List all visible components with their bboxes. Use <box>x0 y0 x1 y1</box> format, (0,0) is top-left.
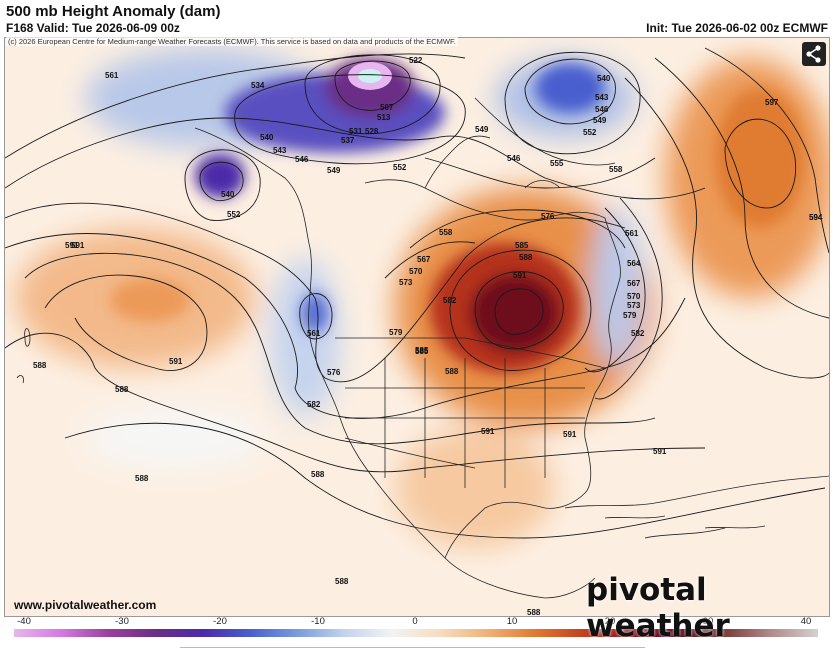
contour-label: 576 <box>541 212 555 221</box>
colorbar <box>14 629 818 637</box>
contour-labels: 561 534 522 507 513 531 528 537 540 543 … <box>33 56 823 616</box>
contour-label: 591 <box>513 271 527 280</box>
contour-label: 567 <box>627 279 641 288</box>
contour-label: 594 <box>809 213 823 222</box>
colorbar-tick: 0 <box>412 616 418 627</box>
valid-time: F168 Valid: Tue 2026-06-09 00z <box>6 21 180 35</box>
share-icon <box>806 45 821 63</box>
share-button[interactable] <box>802 42 826 66</box>
map-title: 500 mb Height Anomaly (dam) <box>6 3 221 20</box>
contour-label: 558 <box>439 228 453 237</box>
contour-label: 540 <box>597 74 611 83</box>
contour-label: 591 <box>563 430 577 439</box>
contour-label: 558 <box>609 165 623 174</box>
contour-label: 555 <box>550 159 564 168</box>
contour-label: 570 <box>627 292 641 301</box>
website-link[interactable]: www.pivotalweather.com <box>14 598 157 612</box>
contour-label: 561 <box>625 229 639 238</box>
copyright-notice: (c) 2026 European Centre for Medium-rang… <box>6 37 458 46</box>
contour-label: 543 <box>273 146 287 155</box>
contour-label: 573 <box>399 278 413 287</box>
contour-label: 588 <box>135 474 149 483</box>
contour-label: 591 <box>481 427 495 436</box>
contour-label: 549 <box>593 116 607 125</box>
contour-label: 570 <box>409 267 423 276</box>
contour-label: 582 <box>443 296 457 305</box>
contour-label: 522 <box>409 56 423 65</box>
colorbar-tick: 10 <box>506 616 518 627</box>
contour-label: 585 <box>515 241 529 250</box>
brand-logo: pivotal weather <box>586 572 730 644</box>
contour-label: 561 <box>105 71 119 80</box>
contour-label: 585 <box>415 347 429 356</box>
contour-label: 531 <box>349 127 363 136</box>
contour-label: 579 <box>623 311 637 320</box>
colorbar-tick: -40 <box>17 616 31 627</box>
contour-label: 567 <box>417 255 431 264</box>
contour-label: 537 <box>341 136 355 145</box>
contour-label: 549 <box>327 166 341 175</box>
colorbar-tick: -20 <box>213 616 227 627</box>
contour-label: 573 <box>627 301 641 310</box>
contour-label: 588 <box>311 470 325 479</box>
contour-label: 561 <box>307 329 321 338</box>
coastlines <box>194 97 829 599</box>
contour-label: 591 <box>169 357 183 366</box>
contour-label: 582 <box>307 400 321 409</box>
contour-label: 591 <box>71 241 85 250</box>
contour-label: 540 <box>221 190 235 199</box>
contour-label: 552 <box>227 210 241 219</box>
contour-label: 576 <box>327 368 341 377</box>
contour-label: 597 <box>765 98 779 107</box>
contour-label: 552 <box>393 163 407 172</box>
colorbar-tick: -10 <box>311 616 325 627</box>
contour-label: 591 <box>653 447 667 456</box>
contour-label: 528 <box>365 127 379 136</box>
contour-label: 513 <box>377 113 391 122</box>
contour-label: 582 <box>631 329 645 338</box>
contour-label: 564 <box>627 259 641 268</box>
contour-label: 579 <box>389 328 403 337</box>
contour-label: 594 <box>809 213 823 222</box>
colorbar-tick-labels: -40 -30 -20 -10 0 10 20 30 40 <box>0 616 840 628</box>
contour-label: 507 <box>380 103 394 112</box>
colorbar-tick: 20 <box>604 616 616 627</box>
anomaly-map: 561 534 522 507 513 531 528 537 540 543 … <box>5 38 829 616</box>
contour-label: 588 <box>33 361 47 370</box>
contour-label: 588 <box>335 577 349 586</box>
init-time: Init: Tue 2026-06-02 00z ECMWF <box>646 21 828 35</box>
contour-label: 543 <box>595 93 609 102</box>
colorbar-tick: 40 <box>800 616 812 627</box>
height-contours <box>5 47 829 539</box>
contour-label: 588 <box>445 367 459 376</box>
contour-label: 588 <box>115 385 129 394</box>
divider <box>180 647 645 648</box>
contour-label: 549 <box>475 125 489 134</box>
colorbar-tick: -30 <box>115 616 129 627</box>
contour-label: 534 <box>251 81 265 90</box>
colorbar-tick: 30 <box>702 616 714 627</box>
contour-label: 585 <box>415 346 429 355</box>
contour-label: 588 <box>519 253 533 262</box>
contour-label: 540 <box>260 133 274 142</box>
contour-label: 591 <box>65 241 79 250</box>
contour-label: 546 <box>295 155 309 164</box>
island-outlines <box>16 328 766 529</box>
map-panel[interactable]: 561 534 522 507 513 531 528 537 540 543 … <box>4 37 830 617</box>
contour-label: 552 <box>583 128 597 137</box>
contour-label: 588 <box>527 608 541 616</box>
contour-label: 546 <box>595 105 609 114</box>
contour-label: 546 <box>507 154 521 163</box>
